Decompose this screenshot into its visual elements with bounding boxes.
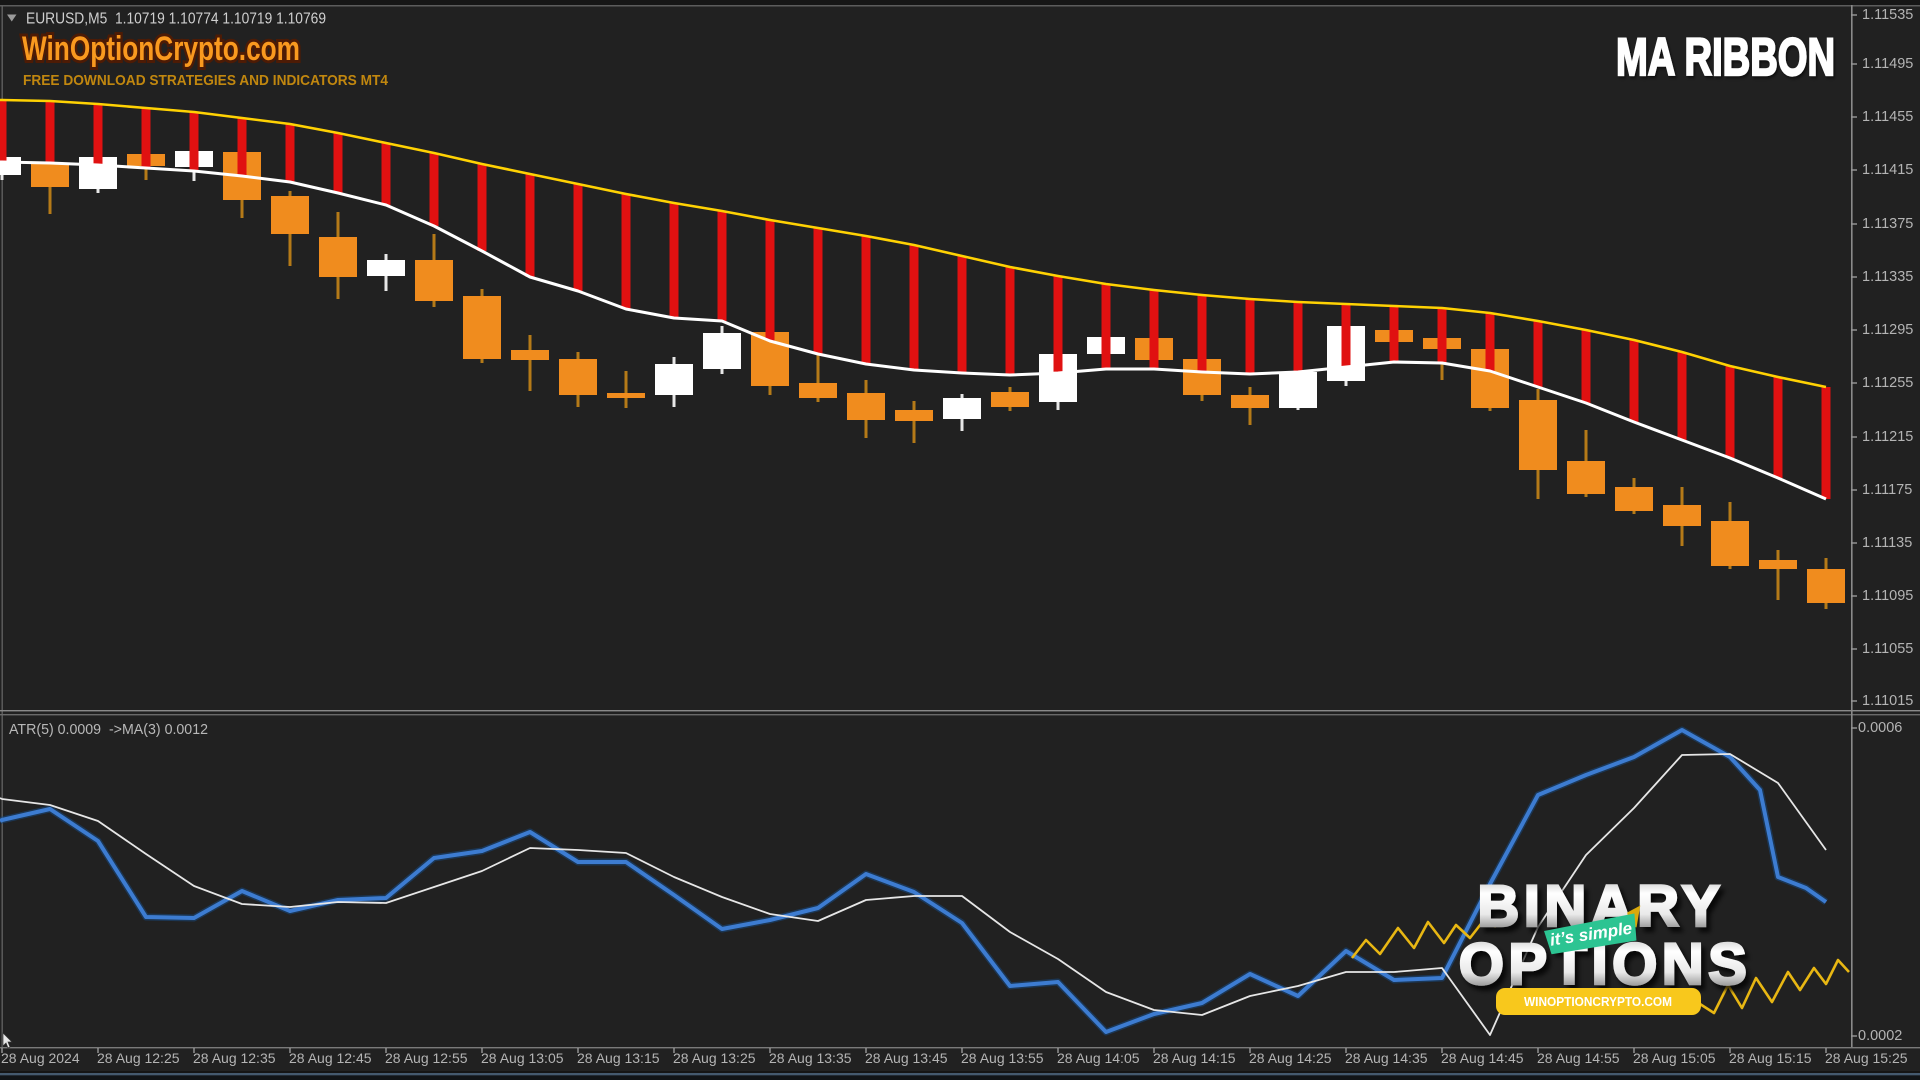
svg-text:0.0002: 0.0002 — [1858, 1028, 1902, 1044]
svg-text:28 Aug 12:45: 28 Aug 12:45 — [289, 1050, 372, 1066]
svg-text:1.11015: 1.11015 — [1862, 693, 1913, 709]
svg-text:28 Aug 14:15: 28 Aug 14:15 — [1153, 1050, 1236, 1066]
svg-text:0.0006: 0.0006 — [1858, 720, 1902, 736]
svg-text:1.11055: 1.11055 — [1862, 641, 1913, 657]
svg-text:28 Aug 13:05: 28 Aug 13:05 — [481, 1050, 564, 1066]
svg-text:28 Aug 14:35: 28 Aug 14:35 — [1345, 1050, 1428, 1066]
svg-text:FREE DOWNLOAD STRATEGIES AND I: FREE DOWNLOAD STRATEGIES AND INDICATORS … — [23, 72, 389, 89]
svg-text:28 Aug 12:25: 28 Aug 12:25 — [97, 1050, 180, 1066]
svg-text:28 Aug 13:35: 28 Aug 13:35 — [769, 1050, 852, 1066]
svg-text:1.11375: 1.11375 — [1862, 216, 1913, 232]
svg-text:1.11335: 1.11335 — [1862, 269, 1913, 285]
svg-text:MA RIBBON: MA RIBBON — [1616, 27, 1835, 87]
svg-text:28 Aug 12:55: 28 Aug 12:55 — [385, 1050, 468, 1066]
svg-text:28 Aug 13:45: 28 Aug 13:45 — [865, 1050, 948, 1066]
svg-text:WINOPTIONCRYPTO.COM: WINOPTIONCRYPTO.COM — [1524, 995, 1672, 1009]
svg-text:28 Aug 15:05: 28 Aug 15:05 — [1633, 1050, 1716, 1066]
svg-text:1.11175: 1.11175 — [1862, 482, 1912, 498]
svg-text:28 Aug 14:55: 28 Aug 14:55 — [1537, 1050, 1620, 1066]
svg-text:EURUSD,M5 1.10719 1.10774 1.1: EURUSD,M5 1.10719 1.10774 1.10719 1.1076… — [26, 11, 326, 28]
svg-text:1.11215: 1.11215 — [1862, 429, 1913, 445]
svg-text:28 Aug 13:15: 28 Aug 13:15 — [577, 1050, 660, 1066]
svg-text:28 Aug 13:55: 28 Aug 13:55 — [961, 1050, 1044, 1066]
svg-text:WinOptionCrypto.com: WinOptionCrypto.com — [22, 30, 300, 68]
svg-text:ATR(5) 0.0009 ->MA(3) 0.0012: ATR(5) 0.0009 ->MA(3) 0.0012 — [9, 722, 208, 738]
svg-text:1.11495: 1.11495 — [1862, 56, 1913, 72]
svg-text:28 Aug 15:15: 28 Aug 15:15 — [1729, 1050, 1812, 1066]
svg-text:28 Aug 14:45: 28 Aug 14:45 — [1441, 1050, 1524, 1066]
svg-text:28 Aug 12:35: 28 Aug 12:35 — [193, 1050, 276, 1066]
svg-text:28 Aug 14:25: 28 Aug 14:25 — [1249, 1050, 1332, 1066]
svg-text:1.11255: 1.11255 — [1862, 375, 1913, 391]
svg-text:1.11455: 1.11455 — [1862, 109, 1913, 125]
svg-text:28 Aug 2024: 28 Aug 2024 — [1, 1050, 80, 1066]
svg-text:1.11415: 1.11415 — [1862, 162, 1913, 178]
svg-text:1.11295: 1.11295 — [1862, 322, 1913, 338]
svg-text:28 Aug 13:25: 28 Aug 13:25 — [673, 1050, 756, 1066]
svg-text:1.11535: 1.11535 — [1862, 7, 1913, 23]
svg-text:28 Aug 14:05: 28 Aug 14:05 — [1057, 1050, 1140, 1066]
svg-text:BINARY: BINARY — [1477, 874, 1724, 939]
svg-text:1.11095: 1.11095 — [1862, 588, 1913, 604]
svg-text:28 Aug 15:25: 28 Aug 15:25 — [1825, 1050, 1908, 1066]
svg-text:1.11135: 1.11135 — [1862, 535, 1912, 551]
